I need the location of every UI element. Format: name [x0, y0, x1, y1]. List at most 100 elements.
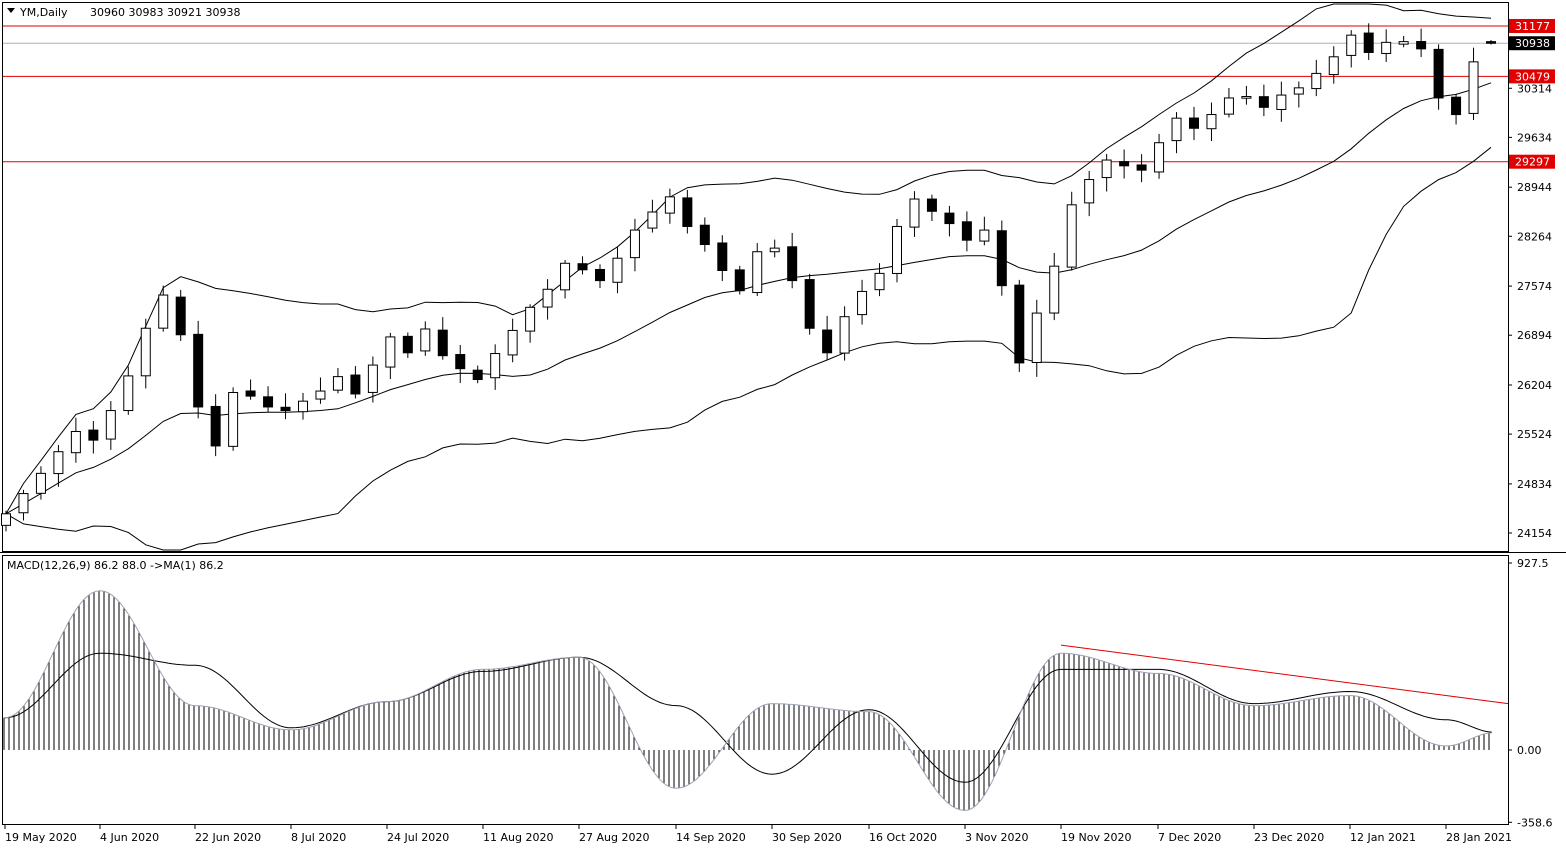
candle [752, 243, 763, 297]
time-tick-label: 12 Jan 2021 [1350, 831, 1416, 844]
candle [979, 216, 990, 246]
price-tick-label: 28264 [1517, 230, 1552, 243]
candle [525, 304, 536, 343]
macd-tick-label: -358.6 [1517, 816, 1552, 829]
candle [612, 246, 623, 294]
macd-main-line [3, 590, 1493, 812]
candle [874, 263, 885, 297]
candle [577, 256, 588, 275]
current-price-tag-bg [1509, 36, 1555, 51]
candle [35, 466, 46, 500]
macd-tick-label: 0.00 [1517, 744, 1542, 757]
candle [1451, 93, 1462, 125]
macd-label: MACD(12,26,9) 86.2 88.0 ->MA(1) 86.2 [7, 559, 224, 572]
candle [1258, 84, 1269, 117]
level-tag-label: 29297 [1515, 156, 1550, 169]
candle [1398, 35, 1409, 48]
time-tick-label: 19 May 2020 [5, 831, 77, 844]
candle [909, 191, 920, 237]
time-tick-label: 3 Nov 2020 [965, 831, 1028, 844]
candle [1189, 106, 1199, 141]
macd-tick-label: 927.5 [1517, 557, 1549, 570]
time-tick-label: 27 Aug 2020 [579, 831, 649, 844]
candle [455, 345, 466, 384]
candle [1276, 81, 1287, 122]
price-tick-label: 24834 [1517, 478, 1552, 491]
candle [1328, 46, 1339, 84]
time-tick-label: 4 Jun 2020 [100, 831, 159, 844]
levels-layer [3, 25, 1508, 163]
candle [332, 367, 343, 394]
macd-trendline [1060, 644, 1509, 705]
candle [1, 510, 11, 532]
price-tick-label: 24154 [1517, 527, 1552, 540]
menu-triangle-icon[interactable] [7, 8, 15, 13]
candle [1433, 44, 1444, 110]
time-tick-label: 11 Aug 2020 [483, 831, 553, 844]
candle [1416, 28, 1427, 57]
candle [210, 394, 221, 457]
candle [420, 321, 431, 356]
candle [839, 306, 850, 361]
candle [787, 232, 798, 289]
level-tag-bg [1509, 69, 1555, 84]
candle [228, 387, 239, 451]
candle [1171, 112, 1182, 154]
time-tick-label: 8 Jul 2020 [291, 831, 346, 844]
candle [769, 239, 780, 258]
price-tick-label: 25524 [1517, 428, 1552, 441]
candle [560, 259, 571, 299]
price-tick-label: 26894 [1517, 329, 1552, 342]
candle [699, 217, 710, 252]
candle [1223, 87, 1234, 118]
candle [892, 218, 902, 283]
price-tick-label: 30314 [1517, 82, 1552, 95]
candle [1049, 252, 1060, 321]
candle [18, 489, 29, 521]
candle [88, 420, 99, 454]
time-tick-label: 28 Jan 2021 [1446, 831, 1512, 844]
level-tag: 31177 [1509, 18, 1555, 33]
candle [1066, 191, 1077, 271]
candle [664, 188, 675, 224]
bollinger-lower-line [5, 146, 1492, 551]
candle [53, 444, 64, 487]
macd-panel-frame [2, 555, 1509, 825]
level-tag-bg [1509, 154, 1555, 169]
level-tag-label: 30479 [1515, 70, 1550, 83]
candle [682, 189, 693, 234]
bollinger-upper-line [5, 3, 1492, 515]
candle [367, 356, 378, 403]
candle [280, 393, 291, 420]
candle [123, 366, 134, 415]
candle [1101, 153, 1112, 192]
axes-layer: 24154 24834 25524 26204 26894 27574 28264 28944… [4, 18, 1555, 844]
candle [1346, 30, 1357, 68]
candle [1241, 85, 1252, 105]
candle [1119, 149, 1130, 179]
candle [245, 379, 256, 400]
time-tick-label: 24 Jul 2020 [387, 831, 449, 844]
candle [158, 285, 169, 332]
candle [385, 332, 396, 380]
candles-layer [1, 23, 1496, 532]
candle [734, 265, 745, 295]
candle [472, 365, 483, 384]
candle [961, 211, 972, 252]
candle [1293, 81, 1304, 108]
time-tick-label: 7 Dec 2020 [1158, 831, 1221, 844]
candle [822, 315, 833, 360]
candle [490, 344, 501, 390]
candle [315, 377, 326, 404]
candle [1154, 133, 1165, 179]
level-tag: 30479 [1509, 69, 1555, 84]
candle [437, 317, 448, 360]
candle [1031, 299, 1042, 377]
bollinger-layer [5, 3, 1492, 551]
candle [996, 220, 1007, 296]
candle [1486, 39, 1496, 45]
candle [175, 289, 186, 341]
price-tick-label: 26204 [1517, 379, 1552, 392]
ohlc-label: 30960 30983 30921 30938 [90, 6, 240, 19]
